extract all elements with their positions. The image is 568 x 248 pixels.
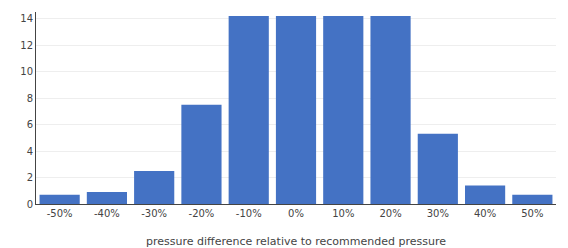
svg-text:40%: 40% [474,208,496,219]
svg-text:30%: 30% [427,208,449,219]
svg-text:-10%: -10% [236,208,262,219]
svg-text:50%: 50% [521,208,543,219]
svg-text:10: 10 [20,66,33,77]
svg-text:2: 2 [27,172,33,183]
svg-text:-40%: -40% [94,208,120,219]
svg-text:14: 14 [20,13,33,24]
svg-text:4: 4 [27,146,33,157]
svg-text:pressure difference relative t: pressure difference relative to recommen… [146,235,446,248]
svg-text:-20%: -20% [189,208,215,219]
svg-text:-30%: -30% [141,208,167,219]
svg-text:0: 0 [27,199,33,210]
svg-text:-50%: -50% [47,208,73,219]
svg-text:0%: 0% [288,208,304,219]
svg-text:10%: 10% [332,208,354,219]
svg-text:8: 8 [27,93,33,104]
svg-text:6: 6 [27,119,33,130]
svg-text:20%: 20% [379,208,401,219]
svg-text:12: 12 [20,40,33,51]
